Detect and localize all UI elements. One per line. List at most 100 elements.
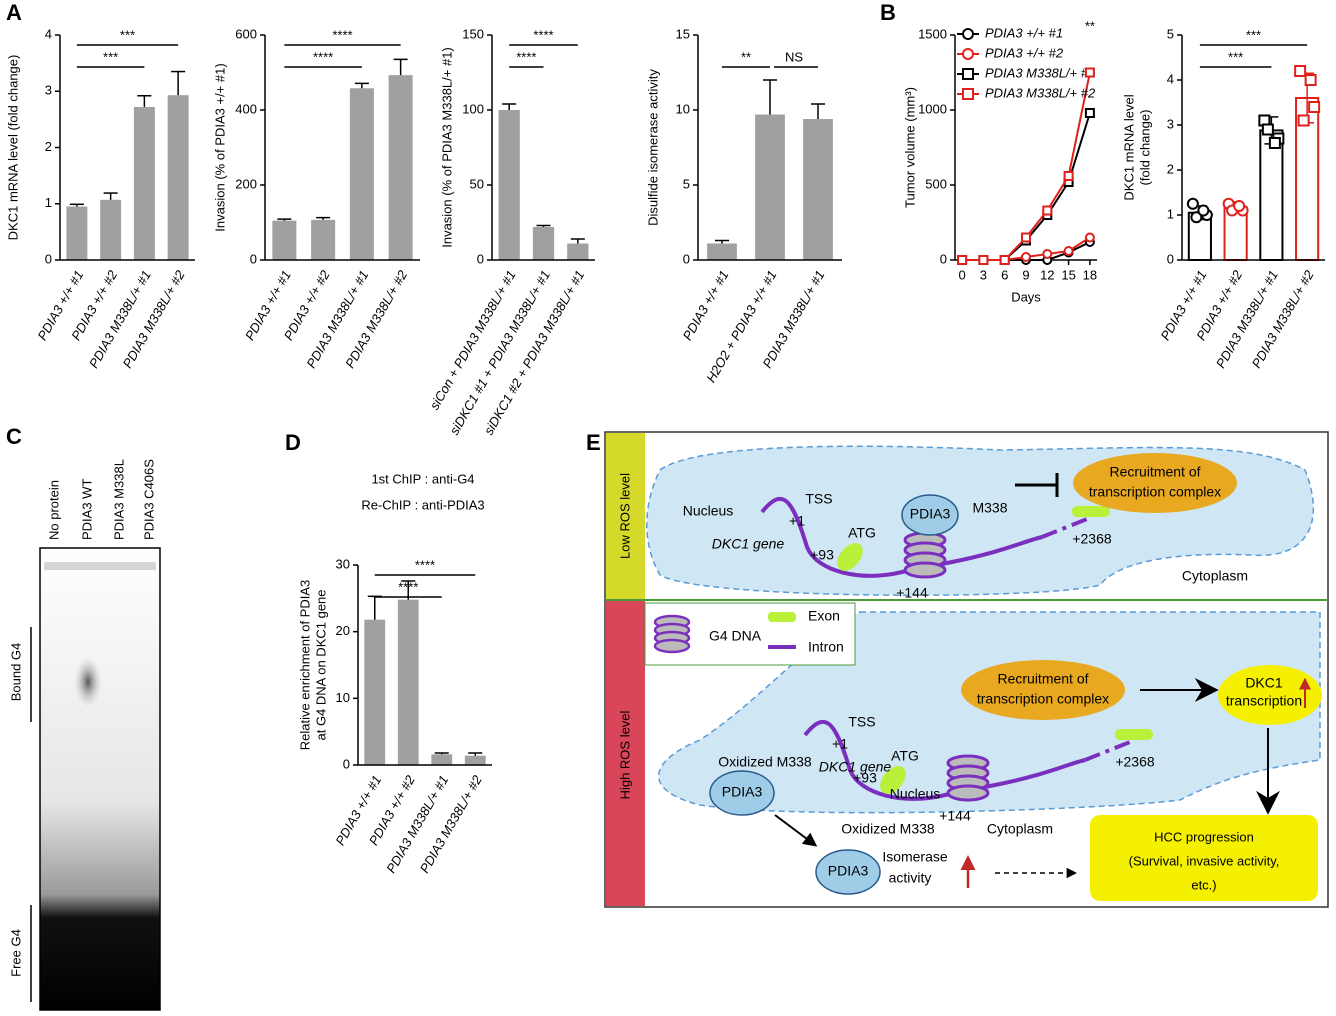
hcc-box [1090, 815, 1318, 901]
y-tick-label: 10 [676, 101, 690, 116]
transcription-complex [961, 660, 1125, 720]
x-tick-label: 9 [1022, 267, 1029, 282]
legend-marker [962, 48, 974, 60]
significance-label: **** [398, 579, 418, 594]
y-axis-label: Invasion (% of PDIA3 +/+ #1) [212, 63, 227, 231]
y-tick-label: 10 [336, 690, 350, 705]
x-tick-label: 6 [1001, 267, 1008, 282]
y-tick-label: 50 [470, 176, 484, 191]
bar [567, 243, 589, 260]
pdia3 [901, 494, 959, 536]
y-tick-label: 0 [477, 251, 484, 266]
legend-label: Exon [808, 608, 840, 624]
legend-marker [962, 68, 974, 80]
chip-note: 1st ChIP : anti-G4 [371, 471, 474, 486]
pdia3 [709, 770, 775, 816]
gene-name: DKC1 gene [819, 759, 892, 775]
x-tick-label: 0 [958, 267, 965, 282]
data-point [1190, 211, 1203, 224]
data-point [999, 255, 1010, 265]
y-tick-label: 1500 [918, 26, 947, 41]
data-point [1186, 197, 1199, 210]
data-point [1294, 65, 1307, 77]
low-strip [606, 433, 645, 600]
y-tick-label: 4 [1167, 71, 1174, 86]
bar [349, 88, 374, 260]
y-tick-label: 0 [940, 251, 947, 266]
activity-label: Isomerase [882, 849, 948, 865]
intron-dashed [1041, 515, 1093, 539]
ros-level: Low ROS level [617, 473, 632, 559]
data-point [1261, 123, 1274, 136]
bar [100, 199, 122, 260]
gene-label: +144 [939, 808, 971, 824]
hcc-label: (Survival, invasive activity, [1129, 853, 1280, 868]
gel-label: Bound G4 [8, 643, 23, 702]
data-point [1304, 74, 1317, 86]
gene-label: +93 [853, 770, 877, 786]
bar [532, 227, 555, 260]
gene-label: +93 [810, 547, 834, 563]
significance-label: *** [103, 49, 118, 64]
nucleus-label: Nucleus [890, 786, 941, 802]
y-tick-label: 0 [250, 251, 257, 266]
data-point [1268, 137, 1281, 149]
bar [803, 119, 833, 260]
dkc1-transcription [1218, 665, 1322, 725]
data-point [978, 255, 989, 265]
intron [760, 497, 1043, 578]
data-point [1308, 101, 1321, 113]
gel-label: Free G4 [8, 929, 23, 977]
significance-label: **** [516, 49, 536, 64]
site-label: Oxidized M338 [841, 821, 935, 837]
gel-band [74, 656, 102, 708]
legend-label: PDIA3 +/+ #2 [985, 45, 1064, 60]
data-point [1021, 252, 1031, 262]
y-axis-label: at G4 DNA on DKC1 gene [313, 589, 328, 740]
data-point [1084, 67, 1095, 78]
exon [1072, 506, 1110, 517]
legend-marker [962, 28, 974, 40]
y-tick-label: 20 [336, 623, 350, 638]
bar [311, 219, 336, 260]
y-axis-label: Relative enrichment of PDIA3 [297, 580, 312, 751]
bar [397, 599, 419, 765]
panel-label: B [880, 0, 896, 25]
g4-dna [903, 561, 947, 579]
gene-label: ATG [848, 525, 876, 541]
ros-level: High ROS level [617, 710, 632, 799]
y-tick-label: 30 [336, 556, 350, 571]
lane-label: PDIA3 M338L [111, 459, 126, 540]
significance-label: **** [533, 27, 553, 42]
chip-note: Re-ChIP : anti-PDIA3 [361, 497, 484, 512]
x-tick-label: PDIA3 M338L/+ #1 [86, 268, 154, 371]
panel-label: D [285, 430, 301, 455]
lane-label: PDIA3 WT [79, 479, 94, 540]
site-label: Oxidized M338 [718, 754, 812, 770]
dkc1-label: DKC1 [1245, 675, 1283, 691]
y-tick-label: 200 [235, 176, 257, 191]
activity-label: activity [889, 870, 932, 886]
y-tick-label: 1000 [918, 101, 947, 116]
series-line [962, 72, 1091, 261]
protein-label: PDIA3 [828, 863, 869, 879]
gel-image [39, 547, 161, 1011]
y-tick-label: 0 [343, 756, 350, 771]
y-tick-label: 600 [235, 26, 257, 41]
panel-label: E [586, 430, 601, 455]
annotation: ** [1085, 18, 1095, 33]
x-tick-label: PDIA3 +/+ #1 [680, 268, 732, 343]
legend-marker [962, 88, 974, 100]
lane-label: No protein [46, 480, 61, 540]
data-point [1021, 232, 1031, 243]
cytoplasm-label: Cytoplasm [1182, 568, 1248, 584]
legend-exon [768, 612, 796, 622]
site-label: M338 [972, 500, 1007, 516]
arrow [774, 814, 818, 847]
x-tick-label: PDIA3 M338L/+ #2 [417, 772, 485, 876]
gene-label: +2368 [1072, 531, 1112, 547]
y-tick-label: 150 [462, 26, 484, 41]
complex-label: Recruitment of [1109, 464, 1200, 480]
bar [707, 243, 737, 260]
significance-label: NS [785, 49, 803, 64]
